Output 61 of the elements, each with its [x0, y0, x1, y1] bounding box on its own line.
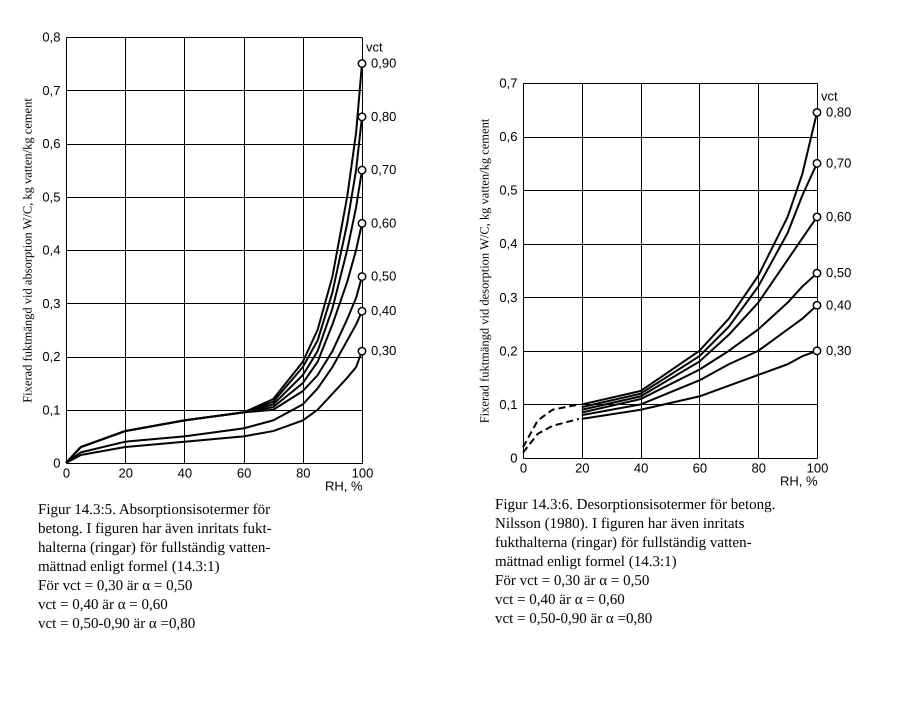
y-tick-label: 0,4: [499, 236, 518, 252]
series-label: 0,60: [371, 215, 396, 230]
x-tick-label: 0: [62, 466, 70, 480]
y-tick-label: 0,6: [42, 136, 60, 151]
x-tick-label: 20: [118, 466, 133, 480]
text: Nilsson (1980). I figuren har även inritats: [495, 516, 745, 532]
x-tick-label: 40: [634, 460, 648, 476]
series-label: 0,80: [371, 108, 396, 124]
x-tick-label: 100: [352, 466, 374, 480]
text: halterna (ringar) för fullständig vatten-: [38, 540, 270, 556]
text: Figur 14.3:5. Absorptionsisotermer för: [38, 502, 270, 518]
x-tick-label: 80: [296, 466, 311, 480]
y-tick-label: 0,1: [499, 396, 518, 412]
y-tick-label: 0,3: [42, 296, 60, 311]
x-tick-label: 60: [236, 466, 252, 480]
text: betong. I figuren har även inritats fukt-: [38, 521, 272, 537]
x-axis-title: RH, %: [780, 474, 818, 488]
y-tick-label: 0,6: [499, 129, 518, 144]
text: vct = 0,40 är α = 0,60: [38, 597, 168, 613]
legend-title: vct: [366, 40, 383, 55]
y-tick-label: 0,5: [42, 189, 60, 204]
text: Figur 14.3:6. Desorptionsisotermer för betong.: [495, 497, 776, 513]
x-tick-label: 40: [178, 466, 192, 480]
x-tick-label: 0: [520, 460, 528, 476]
series-label: 0,40: [826, 297, 852, 312]
x-tick-label: 60: [692, 460, 708, 476]
series-label: 0,50: [371, 268, 396, 284]
series-label: 0,70: [826, 155, 852, 170]
x-tick-label: 80: [751, 460, 766, 476]
series-label: 0,40: [371, 303, 396, 318]
text: vct = 0,40 är α = 0,60: [495, 592, 625, 608]
text: För vct = 0,30 är α = 0,50: [495, 573, 650, 589]
y-tick-label: 0,3: [499, 290, 518, 305]
series-label: 0,30: [826, 342, 852, 358]
y-tick-label: 0,2: [42, 349, 60, 364]
series-label: 0,70: [371, 162, 396, 178]
y-tick-label: 0,7: [42, 82, 60, 98]
series-label: 0,80: [826, 104, 852, 120]
text: För vct = 0,30 är α = 0,50: [38, 578, 192, 594]
y-tick-label: 0,7: [499, 76, 518, 90]
series-label: 0,50: [826, 265, 852, 280]
y-axis-title: Fixerad fuktmängd vid absorption W/C, kg vatten/kg cement: [20, 98, 34, 403]
y-tick-label: 0: [510, 450, 518, 466]
legend-title: vct: [821, 88, 838, 104]
y-tick-label: 0,1: [42, 402, 60, 418]
y-tick-label: 0,2: [499, 343, 518, 358]
x-tick-label: 100: [806, 460, 828, 476]
series-label: 0,90: [371, 56, 396, 71]
text: vct = 0,50-0,90 är α =0,80: [495, 611, 652, 627]
y-tick-label: 0,5: [499, 182, 518, 198]
text: vct = 0,50-0,90 är α =0,80: [38, 616, 196, 632]
x-tick-label: 20: [575, 460, 590, 476]
text: mättnad enligt formel (14.3:1): [495, 554, 677, 570]
text: mättnad enligt formel (14.3:1): [38, 559, 220, 575]
x-axis-title: RH, %: [324, 478, 363, 494]
y-tick-label: 0,8: [42, 30, 60, 44]
series-label: 0,60: [826, 208, 852, 224]
y-tick-label: 0,4: [42, 242, 60, 258]
y-axis-title: Fixerad fuktmängd vid desorption W/C, kg vatten/kg cement: [477, 118, 492, 424]
text: fukthalterna (ringar) för fullständig vatten-: [495, 535, 752, 551]
series-label: 0,30: [371, 343, 396, 358]
